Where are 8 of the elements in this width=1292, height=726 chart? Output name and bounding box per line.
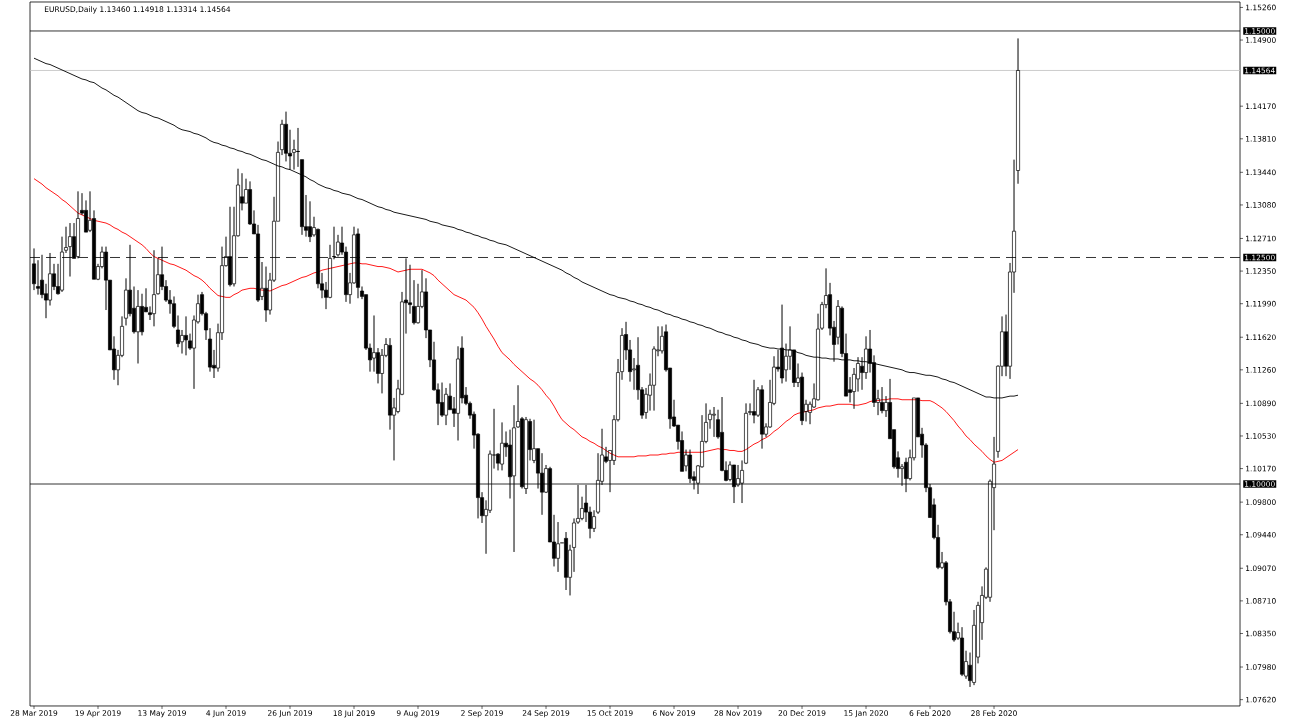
candlestick: [752, 379, 756, 424]
candlestick: [960, 626, 964, 677]
candlestick: [264, 266, 268, 323]
candlestick: [184, 315, 188, 356]
candlestick: [760, 384, 764, 450]
candlestick: [564, 531, 568, 591]
candlestick: [780, 304, 784, 384]
candlestick: [880, 386, 884, 414]
